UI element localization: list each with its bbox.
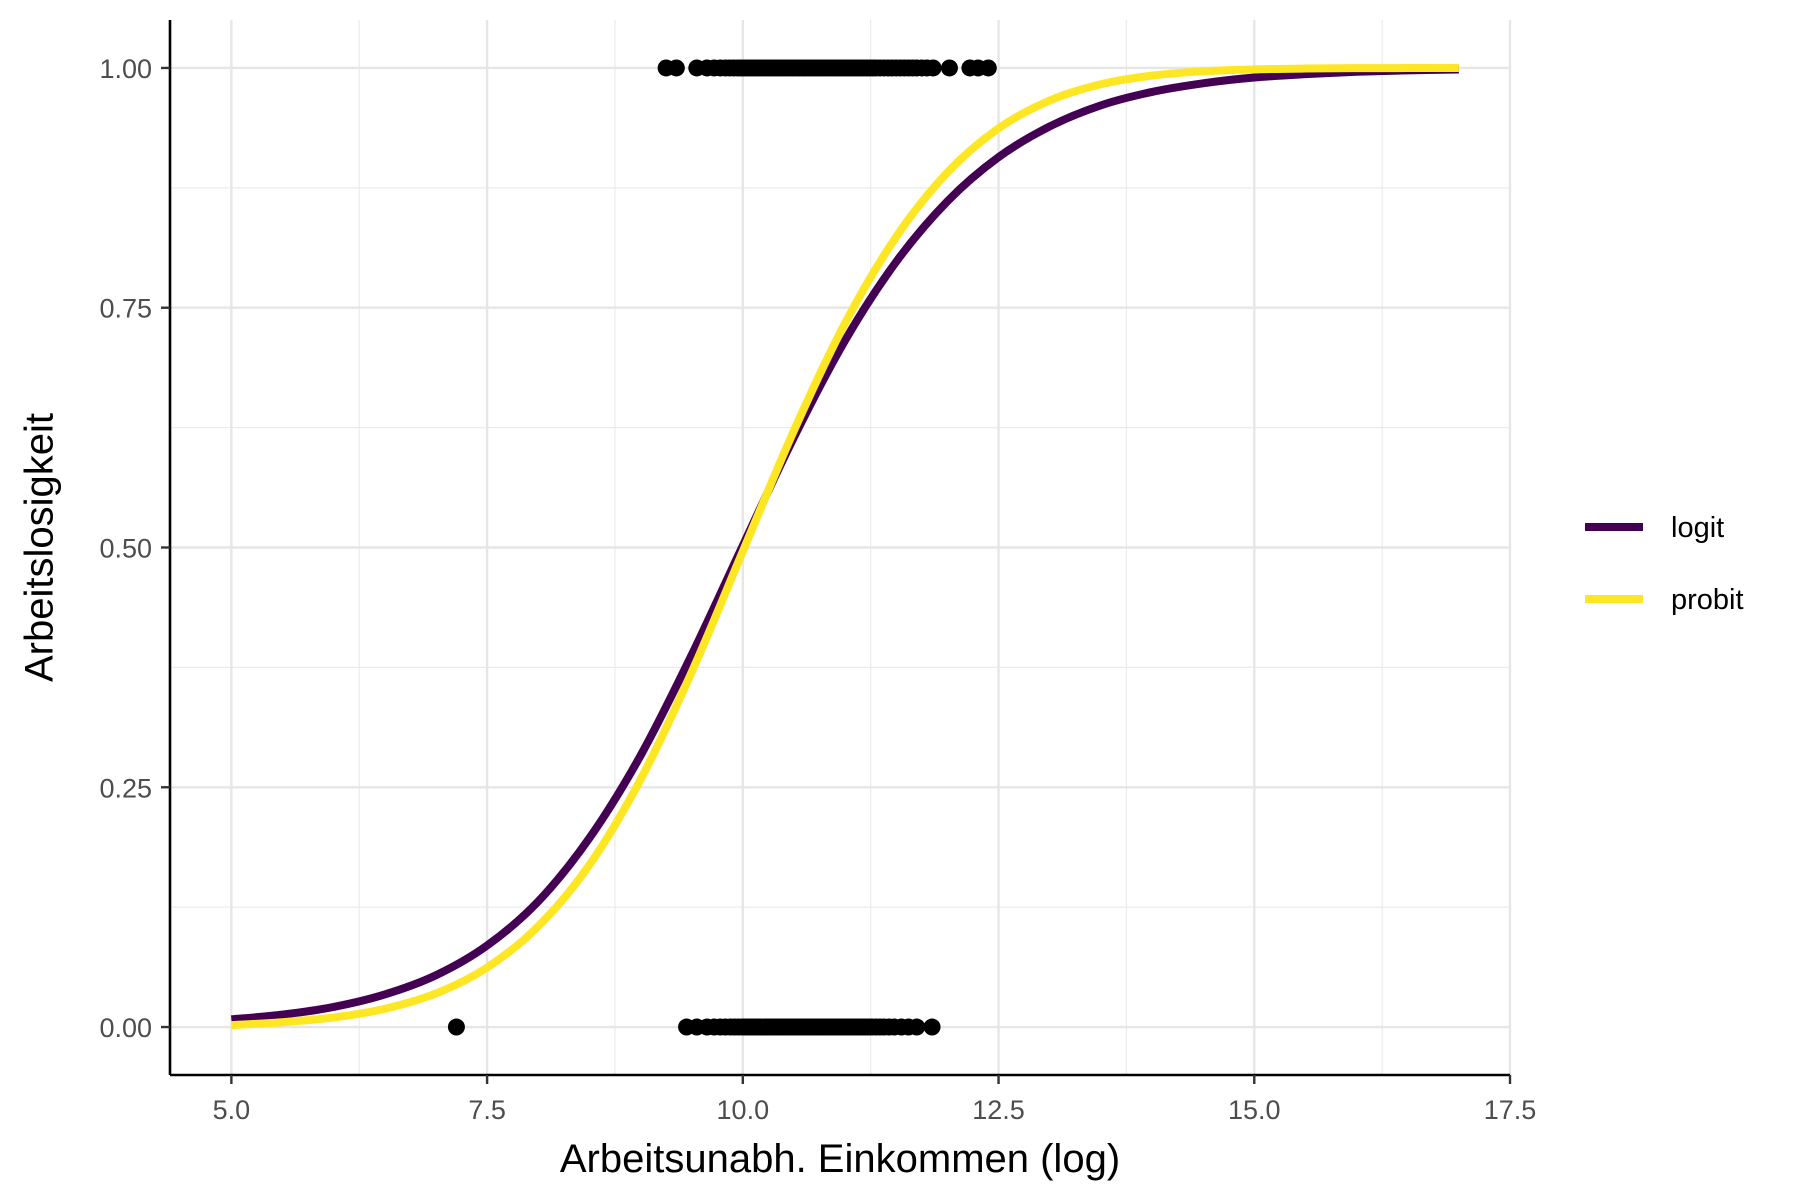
legend-label-logit: logit [1671, 512, 1724, 544]
point-y0-0 [447, 1018, 465, 1036]
point-y1-1 [667, 59, 685, 77]
y-tick-label-0-25: 0.25 [99, 773, 152, 803]
x-tick-label-10: 10.0 [717, 1095, 770, 1125]
point-y0-61 [923, 1018, 941, 1036]
y-tick-label-0-75: 0.75 [99, 294, 152, 324]
x-tick-label-12-5: 12.5 [972, 1095, 1025, 1125]
axes [161, 20, 1512, 1084]
y-axis-title: Arbeitslosigkeit [18, 413, 62, 682]
series-layer [231, 63, 1459, 1030]
y-tick-label-0: 0.00 [99, 1013, 152, 1043]
legend-label-probit: probit [1671, 584, 1744, 616]
y-tick-label-0-5: 0.50 [99, 534, 152, 564]
points-layer [447, 59, 997, 1036]
x-tick-label-15: 15.0 [1228, 1095, 1281, 1125]
x-tick-label-17-5: 17.5 [1484, 1095, 1537, 1125]
x-tick-label-5: 5.0 [213, 1095, 251, 1125]
x-axis-title: Arbeitsunabh. Einkommen (log) [560, 1137, 1120, 1181]
legend: logit probit [1585, 512, 1744, 616]
x-tick-label-7-5: 7.5 [468, 1095, 506, 1125]
series-line-probit [231, 63, 1459, 1030]
point-y1-68 [940, 59, 958, 77]
point-y1-67 [924, 59, 942, 77]
point-y0-60 [908, 1018, 926, 1036]
y-tick-label-1: 1.00 [99, 54, 152, 84]
point-y1-71 [979, 59, 997, 77]
series-line-logit [231, 65, 1459, 1024]
tick-labels: 5.0 7.5 10.0 12.5 15.0 17.5 0.00 0.25 0.50 0.75 1.… [99, 54, 1536, 1125]
